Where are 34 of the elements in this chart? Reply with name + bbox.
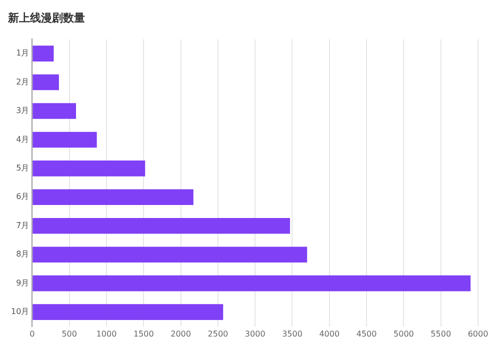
- y-tick-label: 10月: [10, 307, 30, 316]
- y-tick-label: 9月: [16, 278, 30, 288]
- x-tick-label: 500: [62, 329, 77, 338]
- chart-title: 新上线漫剧数量: [7, 11, 85, 24]
- x-tick-label: 1000: [96, 329, 117, 338]
- bar: [32, 189, 194, 206]
- bar: [32, 132, 97, 148]
- x-tick-label: 4000: [319, 329, 340, 338]
- x-tick-label: 2500: [208, 329, 228, 338]
- x-tick-label: 3000: [244, 329, 266, 338]
- x-tick-label: 4500: [356, 329, 377, 338]
- bar: [32, 246, 308, 262]
- bar: [32, 103, 76, 119]
- y-tick-label: 1月: [16, 48, 30, 58]
- y-tick-label: 5月: [16, 164, 30, 173]
- y-tick-label: 6月: [16, 192, 30, 202]
- x-tick-label: 0: [30, 329, 35, 338]
- x-tick-label: 1500: [133, 329, 154, 338]
- x-tick-label: 5500: [430, 329, 452, 338]
- bar: [32, 275, 471, 292]
- bar: [32, 304, 224, 320]
- bar: [32, 46, 54, 62]
- x-tick-label: 5000: [394, 329, 414, 338]
- x-tick-label: 3500: [282, 329, 302, 338]
- bar: [32, 160, 146, 176]
- x-tick-label: 2000: [170, 329, 191, 338]
- y-tick-label: 3月: [16, 106, 30, 116]
- bar: [32, 74, 59, 90]
- y-tick-label: 2月: [16, 77, 30, 86]
- y-tick-label: 7月: [16, 220, 30, 230]
- y-tick-label: 4月: [16, 134, 30, 144]
- bar: [32, 218, 290, 234]
- y-tick-label: 8月: [16, 250, 30, 259]
- x-tick-label: 6000: [468, 329, 488, 338]
